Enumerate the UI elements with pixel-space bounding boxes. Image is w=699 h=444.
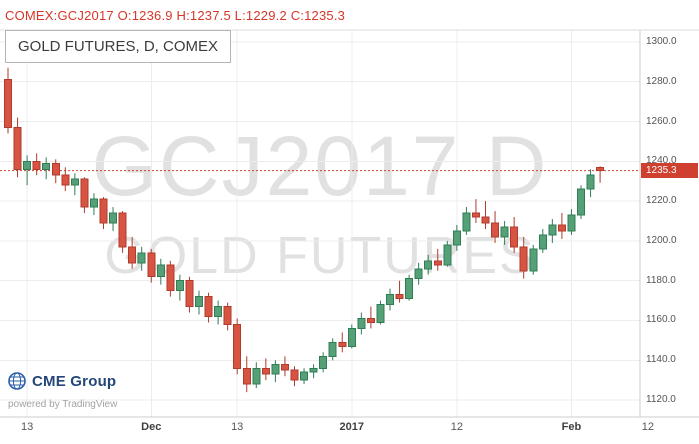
candle xyxy=(376,300,385,325)
time-axis-label: 13 xyxy=(231,421,244,433)
candle xyxy=(223,302,232,331)
candle xyxy=(290,366,299,387)
candles-layer xyxy=(4,67,605,393)
candle xyxy=(32,153,41,176)
candle xyxy=(452,224,461,251)
candle xyxy=(347,324,356,349)
price-axis-label: 1300.0 xyxy=(646,35,677,47)
candle xyxy=(137,246,146,271)
price-axis-label: 1140.0 xyxy=(646,354,676,366)
cme-group-label: CME Group xyxy=(32,372,117,390)
candle xyxy=(328,338,337,361)
candle xyxy=(70,173,79,196)
price-axis-label: 1160.0 xyxy=(646,314,676,326)
candle xyxy=(4,67,12,134)
candle xyxy=(166,260,175,297)
candle xyxy=(405,274,414,301)
time-axis-label: 12 xyxy=(641,421,654,433)
candle xyxy=(481,201,490,229)
candle xyxy=(23,155,32,186)
candle xyxy=(309,364,318,379)
price-axis-label: 1120.0 xyxy=(646,394,676,406)
candle xyxy=(510,217,519,253)
candle xyxy=(395,280,404,303)
candle xyxy=(586,169,595,198)
candle xyxy=(109,207,118,231)
price-axis-label: 1220.0 xyxy=(646,195,677,207)
time-axis-label: 12 xyxy=(450,421,463,433)
candle xyxy=(280,356,289,377)
candle xyxy=(204,292,213,323)
price-axis-label: 1260.0 xyxy=(646,115,677,127)
last-price-label: 1235.3 xyxy=(641,162,698,178)
candle xyxy=(471,199,480,224)
candle xyxy=(300,368,309,385)
tradingview-attribution[interactable]: powered by TradingView xyxy=(8,399,117,410)
candle xyxy=(51,159,60,184)
candle xyxy=(462,207,471,235)
ohlc-bar: COMEX:GCJ2017 O:1236.9 H:1237.5 L:1229.2… xyxy=(0,0,699,30)
price-axis-label: 1200.0 xyxy=(646,234,677,246)
candle xyxy=(529,244,538,275)
price-axis-label: 1240.0 xyxy=(646,155,677,167)
time-axis-label: Dec xyxy=(141,421,162,433)
tradingview-attribution-text: powered by TradingView xyxy=(8,399,118,410)
candle xyxy=(424,254,433,275)
candle xyxy=(147,248,156,283)
candle xyxy=(89,193,98,216)
time-axis-label: Feb xyxy=(561,421,582,433)
candle xyxy=(491,211,500,243)
candle xyxy=(519,236,528,279)
candle xyxy=(214,300,223,325)
candle xyxy=(433,248,442,271)
candle xyxy=(261,358,270,381)
grid-layer xyxy=(0,30,640,417)
candle xyxy=(596,166,605,183)
candle xyxy=(538,228,547,253)
chart-title-text: GOLD FUTURES, D, COMEX xyxy=(18,38,219,55)
candle xyxy=(61,167,70,192)
candle xyxy=(271,360,280,383)
price-axis-label: 1180.0 xyxy=(646,274,676,286)
candle xyxy=(319,352,328,373)
candle xyxy=(13,117,22,178)
time-axis-label: 13 xyxy=(20,421,34,433)
candle xyxy=(156,258,165,285)
candle xyxy=(567,209,576,235)
candle xyxy=(80,177,89,214)
candle xyxy=(366,306,375,329)
candle xyxy=(357,312,366,335)
candle xyxy=(233,318,242,375)
candle xyxy=(128,236,137,269)
price-axis-label: 1280.0 xyxy=(646,75,677,87)
candle xyxy=(118,211,127,253)
candle xyxy=(252,362,261,389)
candle xyxy=(195,290,203,315)
candle xyxy=(42,157,51,180)
cme-group-logo: CME Group xyxy=(8,372,116,390)
candle xyxy=(386,288,394,311)
candle xyxy=(99,197,108,229)
ohlc-text: COMEX:GCJ2017 O:1236.9 H:1237.5 L:1229.2… xyxy=(5,7,346,23)
candle xyxy=(548,219,557,243)
candle xyxy=(577,185,585,220)
candle xyxy=(557,213,566,239)
candle xyxy=(175,274,184,301)
candle xyxy=(338,332,347,353)
time-axis-label: 2017 xyxy=(339,421,365,433)
candle xyxy=(443,240,452,267)
candle xyxy=(414,262,423,285)
cme-globe-icon xyxy=(8,372,26,390)
candle xyxy=(500,221,509,245)
chart-title[interactable]: GOLD FUTURES, D, COMEX xyxy=(5,30,232,63)
candle xyxy=(185,276,194,313)
candle xyxy=(242,356,251,393)
